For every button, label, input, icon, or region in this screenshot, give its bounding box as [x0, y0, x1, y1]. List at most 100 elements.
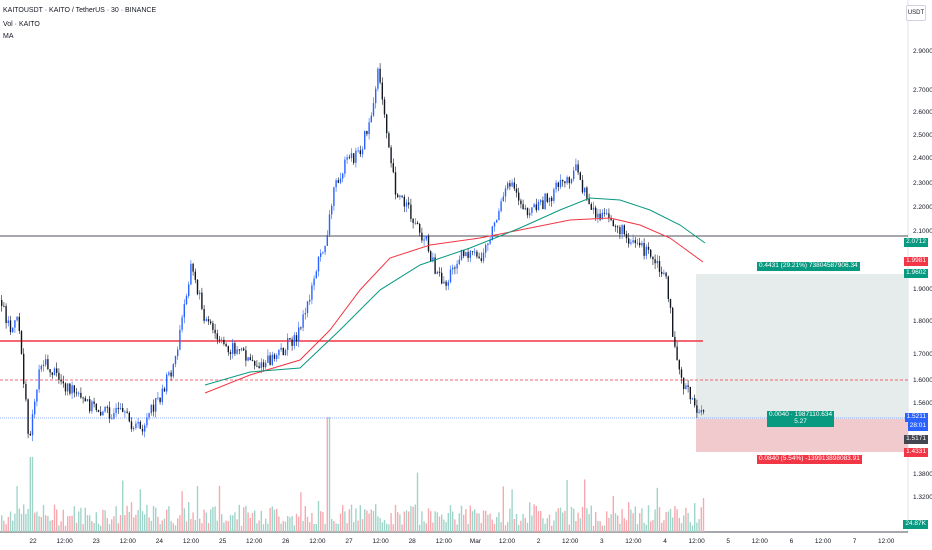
volume-bar — [399, 514, 401, 532]
price-tick-label: 2.9000 — [913, 48, 932, 55]
volume-bar — [669, 508, 672, 532]
volume-bar — [278, 516, 280, 532]
candle-body — [645, 246, 647, 256]
candle-body — [654, 259, 656, 264]
candle-body — [232, 343, 234, 354]
candle-body — [452, 267, 454, 270]
currency-button[interactable]: USDT — [906, 5, 926, 21]
candle-body — [408, 202, 410, 205]
candle-body — [372, 103, 375, 116]
volume-bar — [463, 514, 465, 532]
target-zone[interactable] — [696, 274, 908, 419]
volume-bar — [515, 514, 518, 532]
volume-bar — [313, 523, 315, 532]
candle-body — [337, 180, 339, 183]
volume-bar — [544, 523, 546, 532]
volume-bar — [573, 508, 575, 532]
volume-bar — [295, 513, 298, 532]
volume-bar — [658, 507, 661, 532]
volume-bar — [73, 506, 75, 532]
candle-body — [71, 385, 73, 394]
green-moving-average[interactable] — [204, 197, 706, 386]
candle-body — [40, 366, 42, 370]
price-tick-label: 1.5600 — [913, 400, 932, 407]
candle-body — [236, 349, 238, 354]
volume-bar — [328, 417, 331, 532]
volume-bar — [335, 523, 337, 532]
volume-bar — [579, 518, 581, 532]
volume-bar — [529, 502, 531, 532]
candle-body — [335, 180, 337, 188]
volume-bar — [199, 518, 201, 532]
volume-bar — [474, 509, 476, 532]
volume-bar — [236, 519, 238, 532]
candle-body — [342, 173, 344, 179]
volume-bar — [533, 504, 535, 532]
volume-bar — [436, 512, 438, 532]
candle-body — [196, 279, 199, 295]
candle-body — [260, 362, 262, 369]
candle-body — [82, 397, 84, 399]
candle-body — [262, 362, 265, 368]
volume-bar — [425, 523, 427, 532]
volume-bar — [388, 524, 390, 532]
volume-bar — [113, 516, 115, 532]
volume-bar — [306, 516, 309, 532]
candle-body — [661, 271, 663, 274]
volume-bar — [504, 525, 507, 532]
target-label[interactable]: 0.4431 (29.21%) 73804587906.34 — [757, 262, 860, 271]
candle-body — [423, 239, 425, 241]
candle-body — [346, 157, 348, 160]
volume-bar — [469, 505, 471, 532]
volume-bar — [386, 523, 388, 532]
volume-bar — [256, 523, 258, 532]
candle-body — [9, 320, 12, 333]
candle-body — [115, 407, 117, 414]
volume-bar — [496, 517, 498, 532]
candle-body — [515, 188, 518, 193]
candle-body — [23, 353, 25, 385]
candle-body — [669, 299, 672, 308]
volume-bar — [269, 508, 271, 532]
volume-bar — [672, 517, 674, 532]
candle-body — [139, 421, 141, 429]
price-tick-label: 2.3000 — [913, 180, 932, 187]
candle-body — [322, 252, 324, 254]
entry-label[interactable]: 0.0040 · 1987110.634 5.27 — [767, 411, 835, 427]
candle-body — [463, 249, 465, 257]
volume-bar — [614, 513, 617, 532]
candle-body — [509, 183, 511, 187]
candle-body — [293, 335, 295, 346]
candle-body — [636, 242, 639, 244]
ma-indicator-label[interactable]: MA — [3, 33, 14, 40]
candle-body — [570, 179, 573, 184]
candle-body — [315, 271, 317, 279]
red-moving-average[interactable] — [204, 217, 704, 394]
candle-body — [49, 369, 51, 373]
volume-bar — [1, 515, 3, 532]
candle-body — [137, 421, 139, 424]
candle-body — [168, 372, 170, 375]
time-tick-label: 7 — [852, 538, 857, 545]
volume-bar — [137, 510, 139, 532]
candle-body — [75, 392, 78, 394]
candle-body — [700, 410, 702, 413]
volume-indicator-label[interactable]: Vol · KAITO — [3, 21, 40, 28]
candle-body — [51, 372, 53, 375]
volume-bar — [214, 506, 216, 532]
volume-bar — [405, 510, 408, 532]
volume-bar — [443, 519, 445, 532]
stop-label[interactable]: 0.0840 (5.54%) -139913898083.91 — [757, 455, 862, 464]
volume-bar — [249, 517, 251, 532]
candle-body — [258, 366, 260, 369]
candle-body — [612, 220, 614, 227]
symbol-title[interactable]: KAITOUSDT · KAITO / TetherUS · 30 · BINA… — [3, 7, 157, 14]
candle-body — [60, 379, 62, 382]
volume-bar — [652, 519, 654, 532]
candle-body — [172, 364, 174, 377]
volume-bar — [441, 514, 443, 532]
candle-body — [573, 170, 575, 180]
candle-body — [702, 410, 705, 412]
candle-body — [108, 407, 111, 419]
